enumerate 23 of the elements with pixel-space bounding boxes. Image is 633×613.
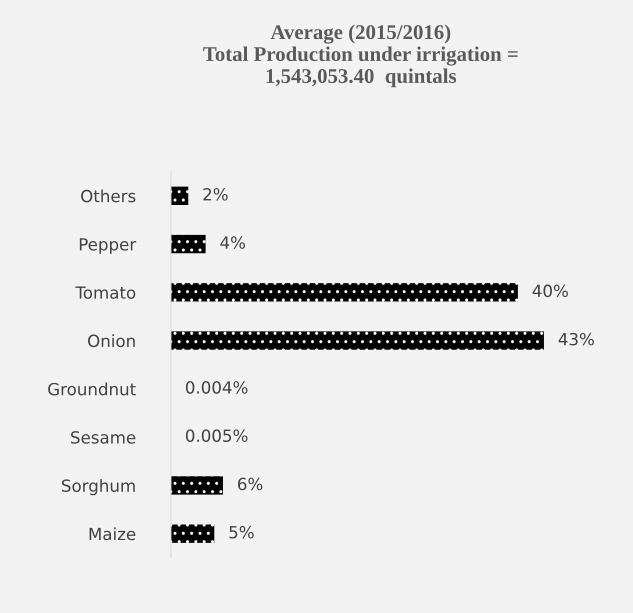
- data-label: 43%: [558, 332, 594, 346]
- data-label: 5%: [229, 526, 254, 539]
- y-tick-label: Tomato: [75, 286, 136, 299]
- chart-title: Average (2015/2016) Total Production under irrigation = 1,543,053.40 quintals: [203, 24, 518, 88]
- y-tick-label: Others: [81, 189, 136, 202]
- y-tick-label: Maize: [90, 527, 136, 540]
- y-tick-label: Onion: [88, 334, 135, 348]
- y-tick-label: Groundnut: [48, 382, 136, 396]
- y-tick-label: Sorghum: [62, 479, 135, 496]
- bar: [170, 186, 188, 205]
- data-label: 40%: [532, 284, 568, 298]
- y-tick-label: Sesame: [71, 431, 136, 444]
- bar: [170, 283, 518, 302]
- data-label: 4%: [220, 236, 246, 249]
- bar: [170, 331, 544, 350]
- data-label: 0.004%: [186, 381, 248, 394]
- bar: [170, 476, 223, 495]
- data-label: 6%: [238, 478, 262, 490]
- bar: [170, 234, 206, 254]
- y-tick-label: Pepper: [80, 238, 136, 254]
- bar: [170, 524, 214, 543]
- data-label: 2%: [203, 188, 228, 201]
- data-label: 0.005%: [186, 429, 248, 442]
